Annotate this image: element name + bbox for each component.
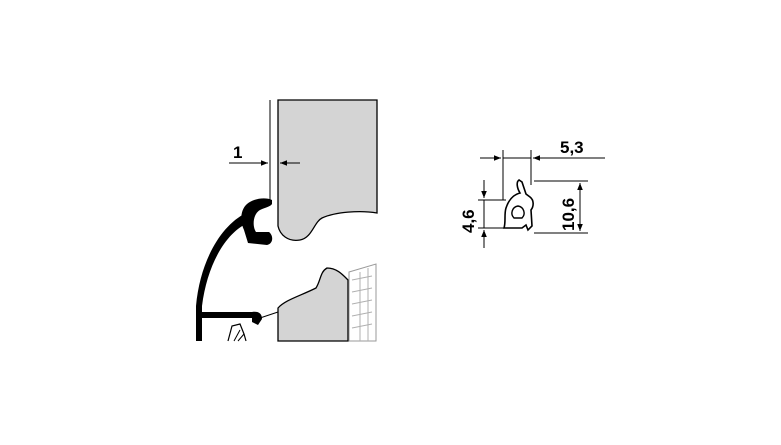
lip-dimension-label: 4,6 bbox=[459, 209, 478, 233]
gap-dimension-label: 1 bbox=[233, 143, 242, 162]
seal-detail bbox=[227, 323, 247, 342]
section-view: 1 bbox=[196, 99, 378, 342]
profile-inner bbox=[511, 205, 525, 219]
seal-foot bbox=[196, 311, 262, 341]
height-dimension-label: 10,6 bbox=[559, 198, 578, 231]
seal-detail-hatch bbox=[233, 329, 245, 342]
profile-outline bbox=[502, 179, 534, 232]
profile-detail: 5,3 4,6 10,6 bbox=[459, 138, 605, 248]
lower-panel bbox=[277, 267, 349, 342]
upper-panel bbox=[277, 99, 378, 241]
width-dimension-label: 5,3 bbox=[560, 138, 584, 157]
seal-arc bbox=[196, 213, 250, 341]
foot-contact-line bbox=[259, 311, 279, 319]
hatch-block bbox=[348, 263, 377, 342]
seal-head bbox=[241, 198, 273, 245]
